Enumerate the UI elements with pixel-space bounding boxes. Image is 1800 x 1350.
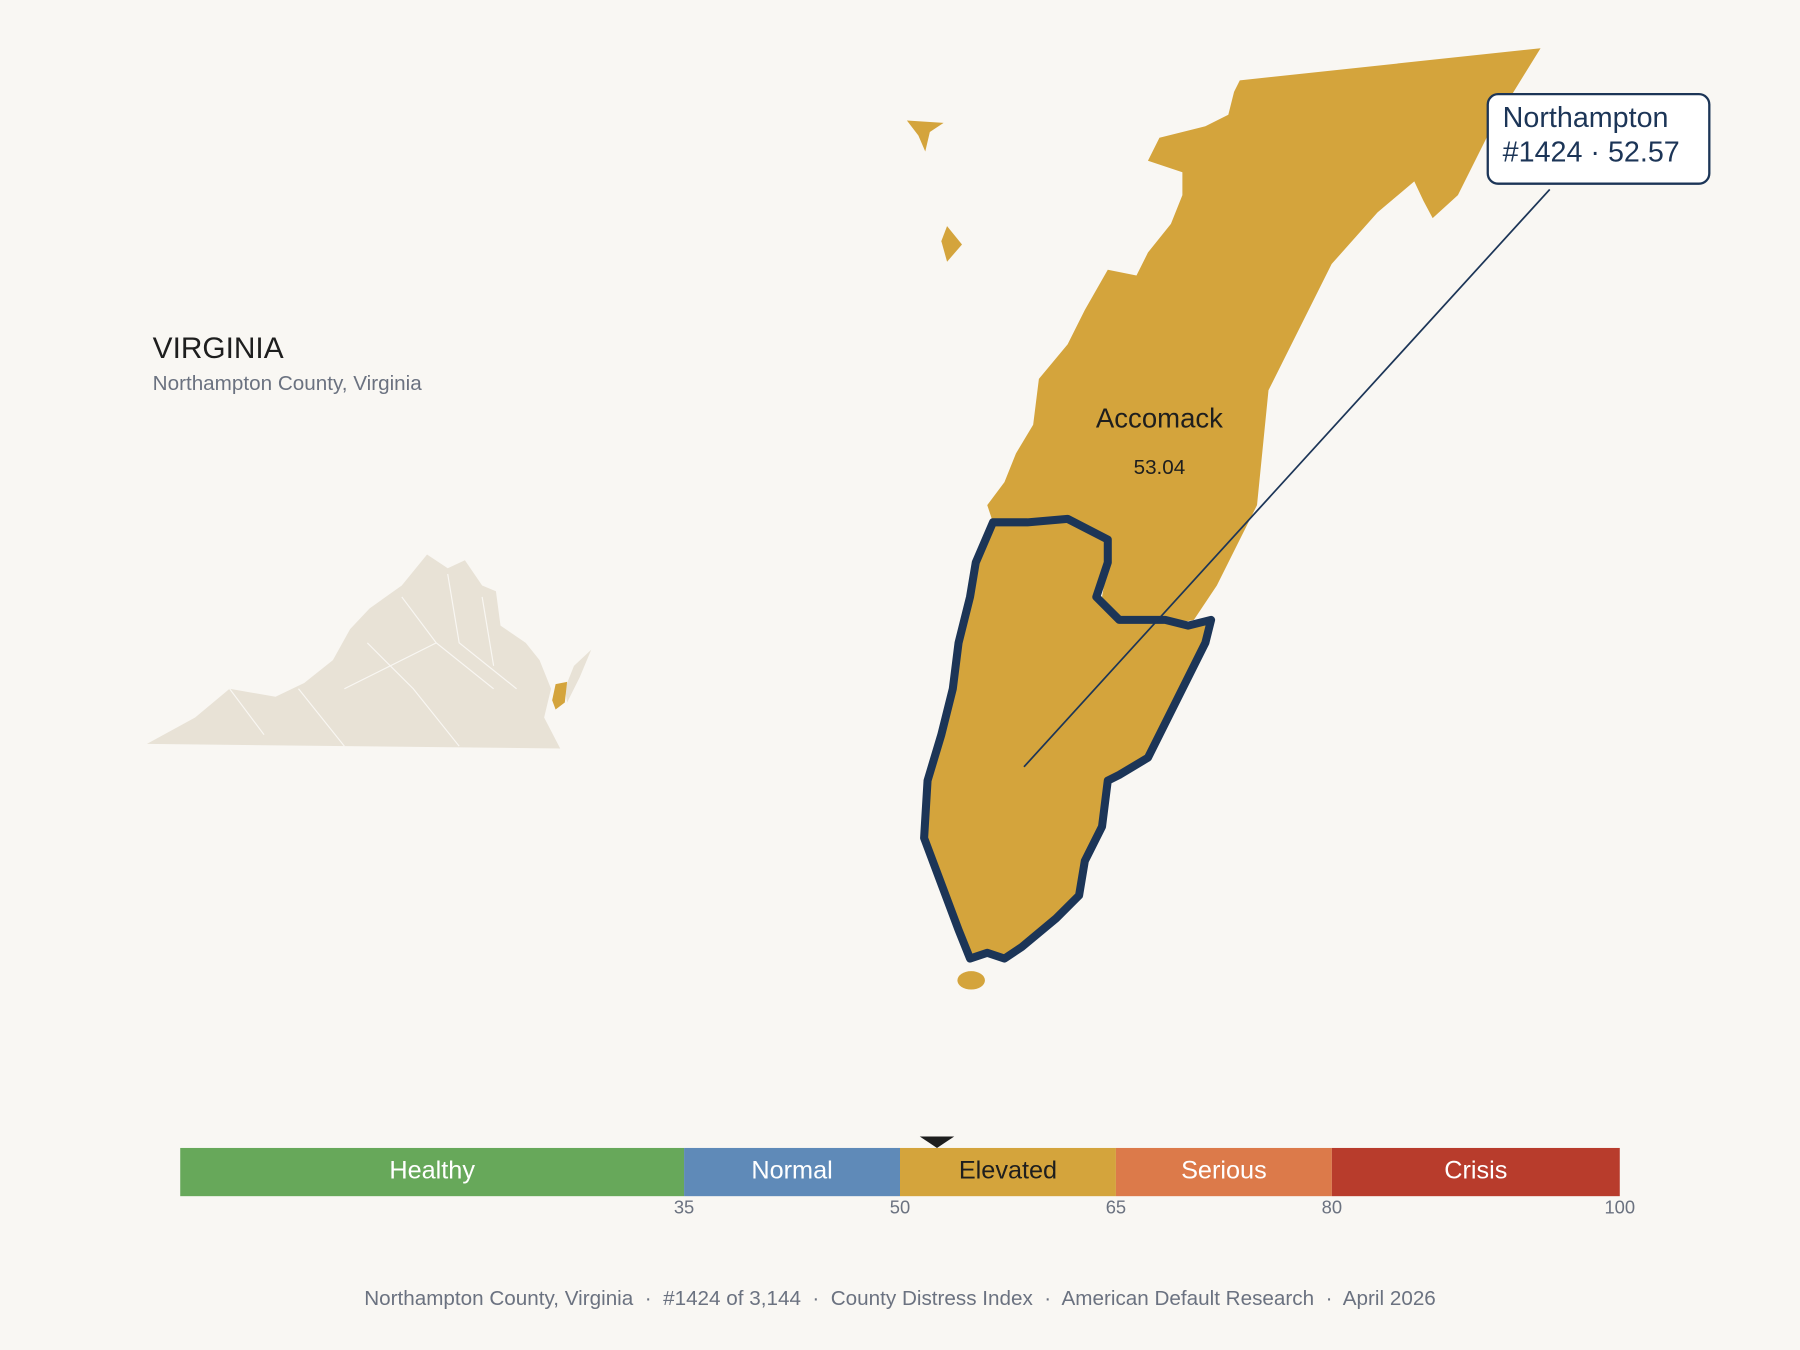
scale-band [180, 1147, 685, 1197]
island [957, 971, 985, 990]
band-label: Normal [751, 1157, 832, 1185]
scale-band [900, 1147, 1116, 1197]
tick-label: 50 [890, 1197, 910, 1218]
tooltip-name: Northampton [1503, 102, 1669, 134]
score-marker [919, 1136, 955, 1148]
state-shape [146, 554, 561, 749]
leader-line [1023, 188, 1551, 768]
scale-band [1115, 1147, 1332, 1197]
tick-label: 35 [674, 1197, 694, 1218]
northampton-county[interactable] [920, 514, 1216, 963]
footer: Northampton County, Virginia · #1424 of … [364, 1287, 1436, 1310]
band-label: Crisis [1444, 1157, 1507, 1185]
subtitle: Northampton County, Virginia [153, 372, 423, 395]
county-lines [229, 573, 517, 747]
tick-label: 80 [1322, 1197, 1342, 1218]
island [906, 120, 944, 152]
tooltip: Northampton #1424 · 52.57 [1023, 92, 1711, 768]
northampton-inset [552, 681, 568, 710]
tooltip-box [1486, 92, 1711, 185]
tooltip-detail: #1424 · 52.57 [1503, 136, 1680, 168]
accomack-county [987, 48, 1541, 626]
county-map: Accomack 53.04 [906, 48, 1541, 990]
accomack-inset [564, 649, 592, 703]
distress-scale: Healthy Normal Elevated Serious Crisis 35 50 65… [180, 1136, 1635, 1218]
state-title: VIRGINIA [153, 332, 284, 365]
band-label: Elevated [959, 1157, 1057, 1185]
tick-label: 100 [1604, 1197, 1635, 1218]
county-label: Accomack [1096, 402, 1223, 433]
state-inset [146, 554, 592, 749]
scale-band [1331, 1147, 1620, 1197]
band-label: Serious [1181, 1157, 1267, 1185]
scale-band [684, 1147, 900, 1197]
county-value: 53.04 [1134, 456, 1186, 479]
band-label: Healthy [389, 1157, 475, 1185]
island [941, 226, 962, 262]
tick-label: 65 [1106, 1197, 1126, 1218]
